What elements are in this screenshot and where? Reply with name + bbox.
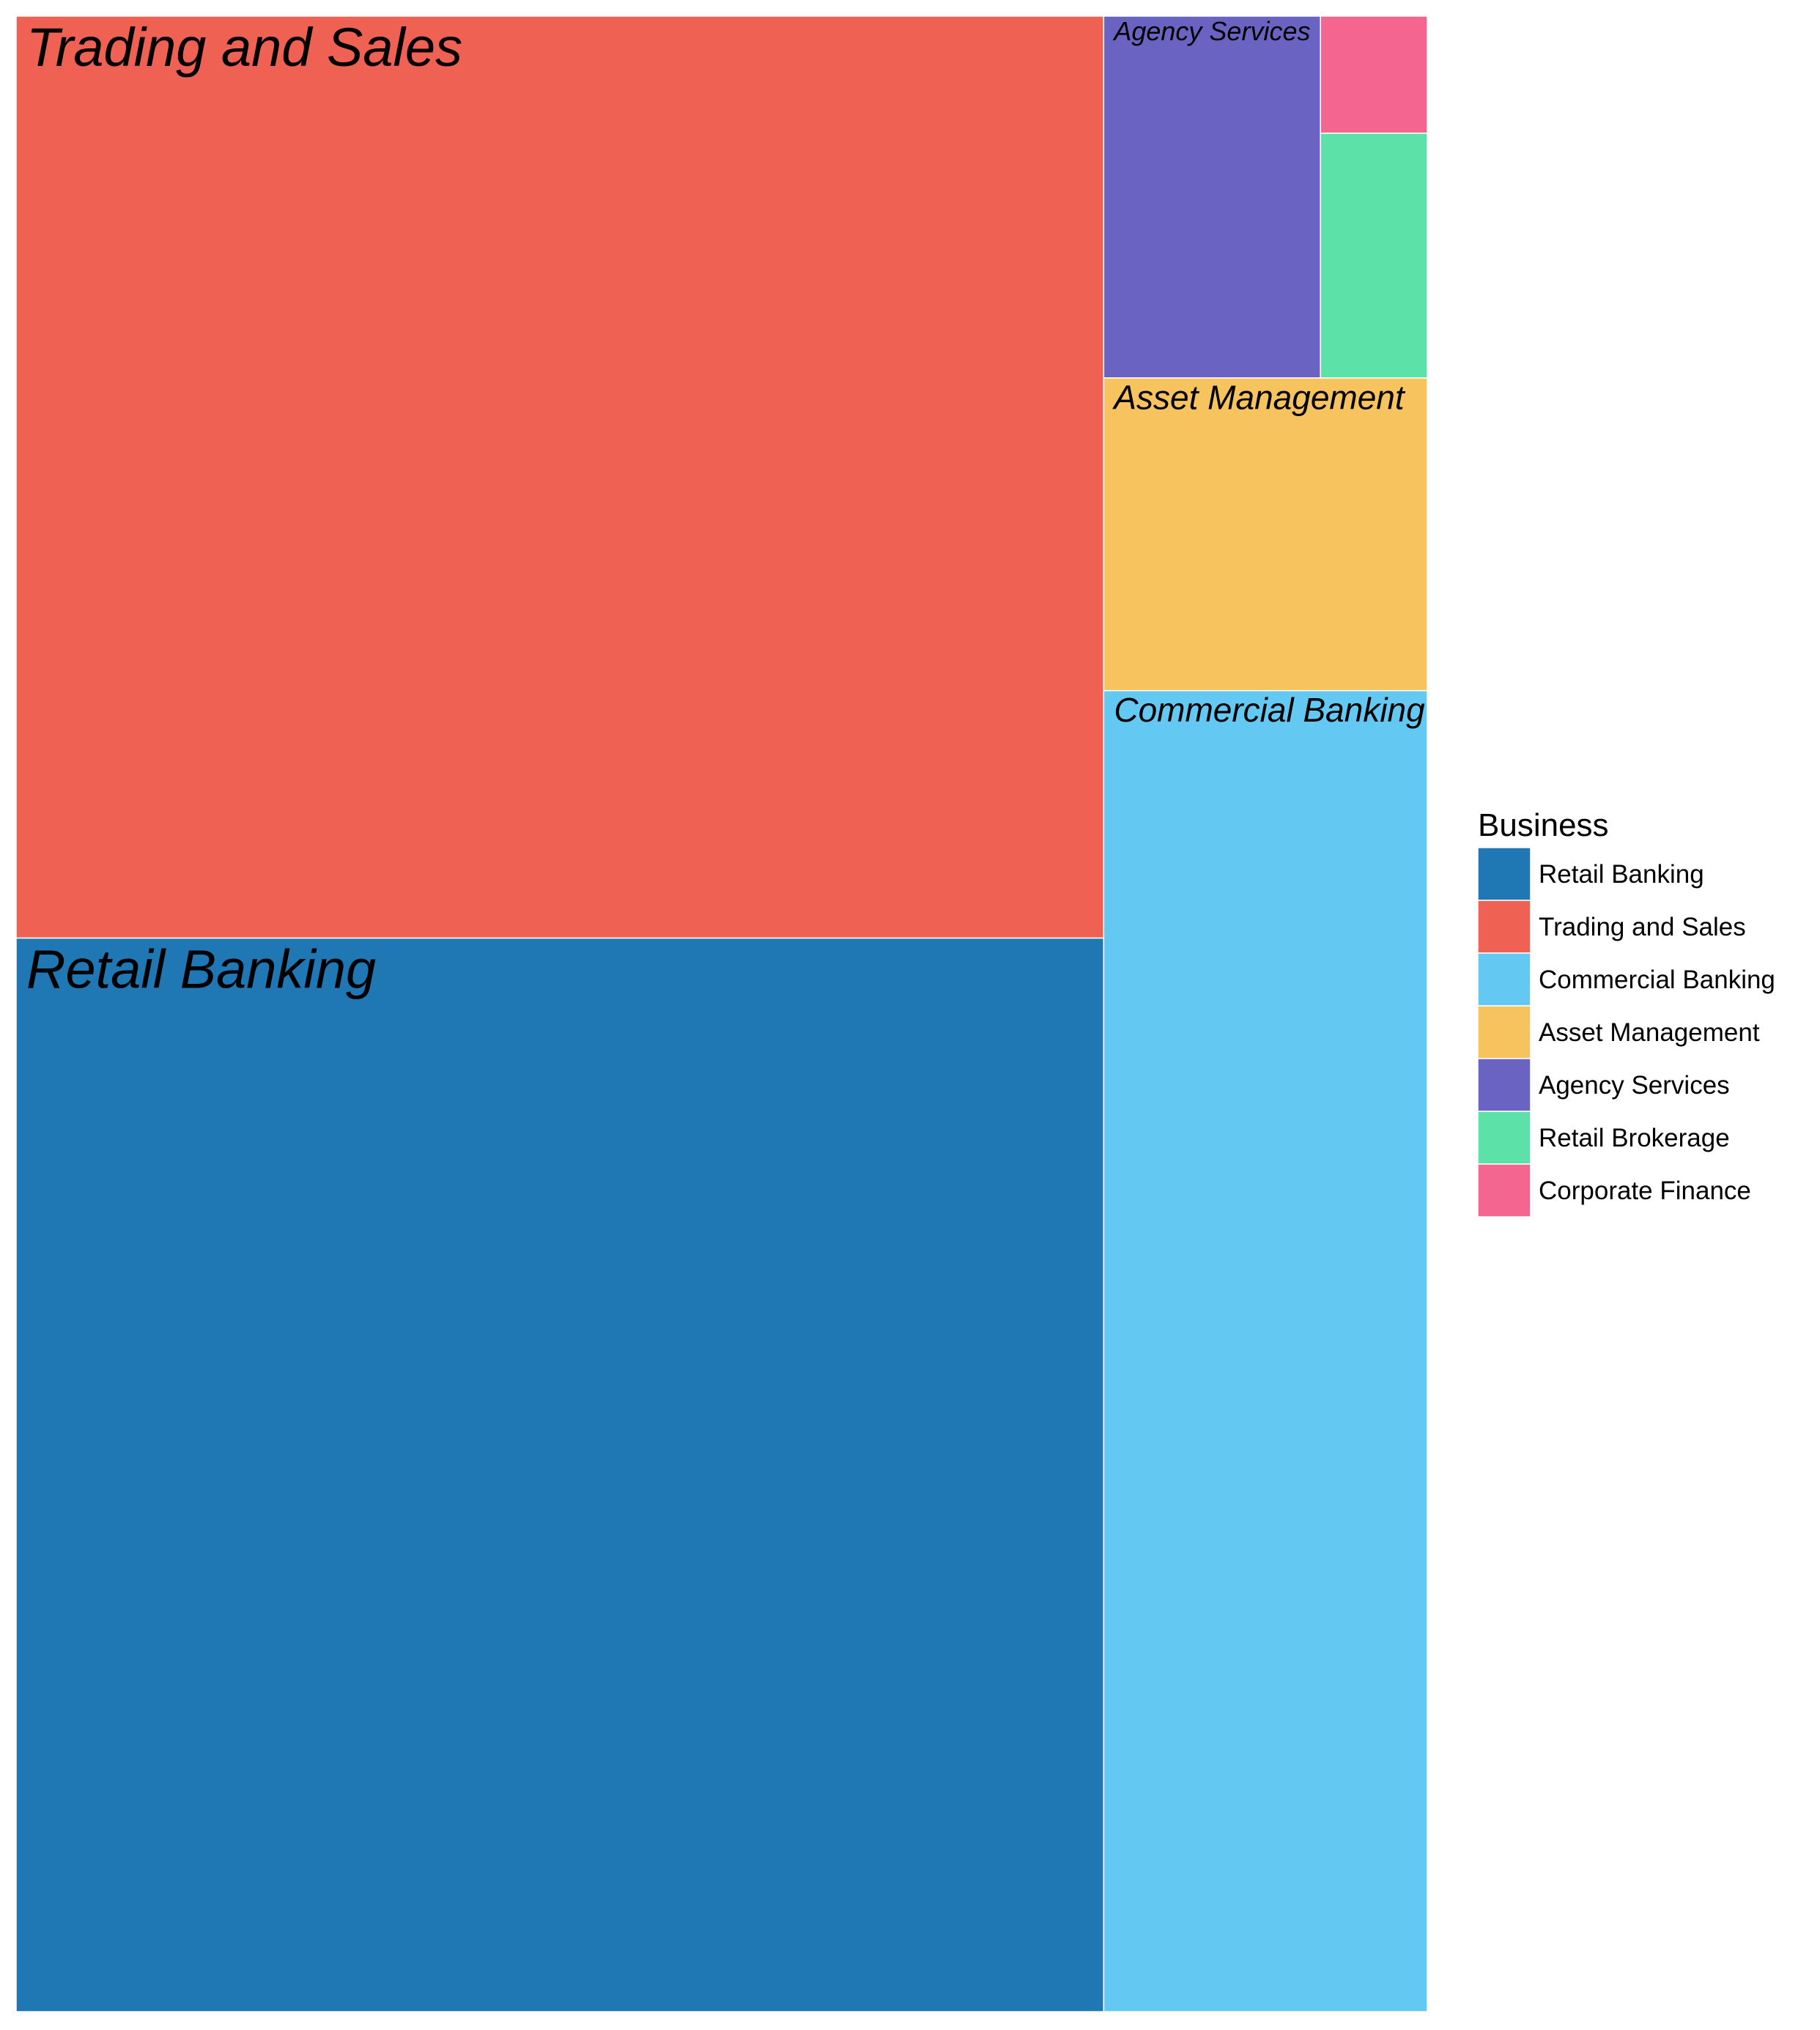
legend-swatch-retail-brokerage bbox=[1477, 1111, 1531, 1165]
legend-swatch-asset-management bbox=[1477, 1005, 1531, 1059]
tile-commercial-banking[interactable] bbox=[1103, 690, 1428, 2012]
legend-item-commercial-banking[interactable]: Commercial Banking bbox=[1477, 952, 1775, 1007]
legend-item-corporate-finance[interactable]: Corporate Finance bbox=[1477, 1163, 1751, 1218]
tile-label-agency-services: Agency Services bbox=[1112, 16, 1310, 46]
tile-label-asset-management: Asset Management bbox=[1111, 378, 1406, 416]
tile-trading-and-sales[interactable] bbox=[15, 15, 1105, 939]
legend-items: Retail Banking Trading and Sales Commercia… bbox=[1477, 847, 1775, 1218]
tile-asset-management[interactable] bbox=[1103, 377, 1428, 692]
legend-label-corporate-finance: Corporate Finance bbox=[1539, 1177, 1751, 1205]
legend-label-retail-brokerage: Retail Brokerage bbox=[1539, 1124, 1730, 1152]
legend-swatch-commercial-banking bbox=[1477, 952, 1531, 1007]
treemap-tiles: Trading and Sales Retail Banking Agency Se… bbox=[15, 15, 1428, 2012]
tile-label-commercial-banking: Commercial Banking bbox=[1114, 691, 1425, 729]
legend-item-retail-banking[interactable]: Retail Banking bbox=[1477, 847, 1704, 901]
legend-swatch-trading-and-sales bbox=[1477, 900, 1531, 954]
legend-item-agency-services[interactable]: Agency Services bbox=[1477, 1058, 1730, 1112]
legend-title: Business bbox=[1478, 807, 1609, 843]
legend-label-asset-management: Asset Management bbox=[1539, 1018, 1760, 1047]
legend-item-asset-management[interactable]: Asset Management bbox=[1477, 1005, 1760, 1059]
legend-label-commercial-banking: Commercial Banking bbox=[1539, 966, 1775, 994]
legend-swatch-retail-banking bbox=[1477, 847, 1531, 901]
tile-retail-brokerage[interactable] bbox=[1320, 133, 1428, 379]
legend-label-retail-banking: Retail Banking bbox=[1539, 860, 1704, 889]
legend-label-agency-services: Agency Services bbox=[1539, 1071, 1730, 1100]
legend-item-retail-brokerage[interactable]: Retail Brokerage bbox=[1477, 1111, 1730, 1165]
legend-item-trading-and-sales[interactable]: Trading and Sales bbox=[1477, 900, 1746, 954]
tile-label-trading-and-sales: Trading and Sales bbox=[26, 17, 462, 78]
tile-agency-services[interactable] bbox=[1103, 15, 1321, 379]
legend: Business Retail Banking Trading and Sales… bbox=[1477, 807, 1775, 1218]
tile-label-retail-banking: Retail Banking bbox=[26, 939, 376, 1000]
tile-retail-banking[interactable] bbox=[15, 937, 1105, 2012]
legend-swatch-agency-services bbox=[1477, 1058, 1531, 1112]
legend-swatch-corporate-finance bbox=[1477, 1163, 1531, 1218]
legend-label-trading-and-sales: Trading and Sales bbox=[1539, 913, 1746, 941]
tile-corporate-finance[interactable] bbox=[1320, 15, 1428, 134]
